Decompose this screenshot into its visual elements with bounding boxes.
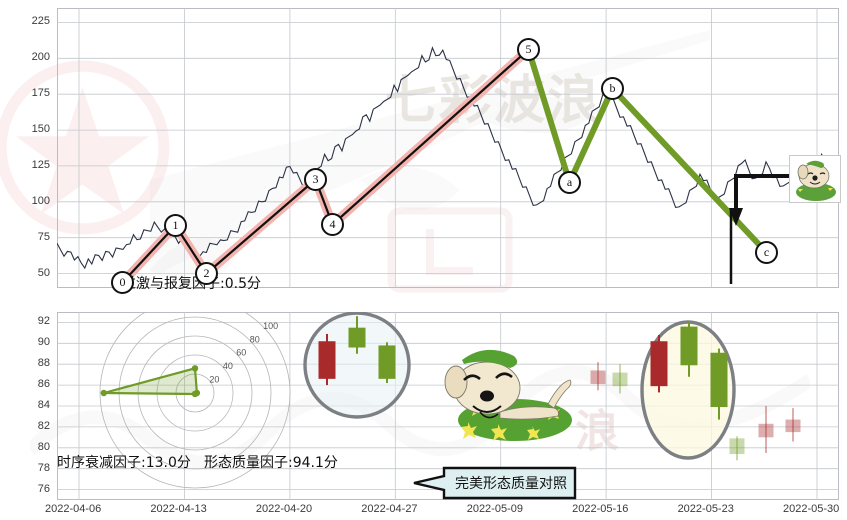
lower-factor-2-annotation: 形态质量因子:94.1分 [204,455,338,471]
lower-y-tick: 84 [37,399,50,411]
x-tick: 2022-04-06 [45,503,102,515]
wave-label-5: 5 [517,38,540,61]
lower-y-tick: 82 [37,419,50,432]
upper-factor-annotation: 过激与报复因子:0.5分 [122,276,261,292]
sleeping-dog-icon [796,160,836,201]
sleeping-dog-icon [444,349,572,441]
x-tick: 2022-05-16 [572,503,629,515]
wave-label-0: 0 [111,271,134,294]
x-tick: 2022-04-20 [255,503,313,515]
wave-label-a: a [558,171,581,194]
lower-y-tick: 78 [37,461,50,474]
upper-plot-svg [57,8,839,288]
lower-y-tick: 86 [37,378,50,391]
upper-y-tick: 75 [37,230,50,243]
radar-r-tick: 80 [250,334,260,344]
x-tick: 2022-05-09 [466,503,523,515]
callout-label: 完美形态质量对照 [455,476,567,492]
radar-r-tick: 20 [209,375,219,385]
lower-y-tick: 90 [37,336,50,349]
wave-label-4: 4 [321,213,344,236]
callout-arrow-shape [413,466,577,500]
x-tick: 2022-04-13 [150,503,207,515]
wave-label-b: b [601,77,624,100]
lower-y-tick: 88 [37,357,50,370]
upper-y-tick: 100 [31,194,50,207]
upper-plot-frame [57,8,839,288]
lower-detail-chart: 20 40 60 80 100 [57,312,839,500]
wave-label-c: c [755,241,778,264]
x-tick: 2022-05-23 [677,503,734,515]
wave-label-1: 1 [164,214,187,237]
x-tick: 2022-05-30 [783,503,840,515]
lower-y-tick: 76 [37,482,50,495]
upper-y-tick: 50 [37,266,50,279]
radar-r-tick: 60 [236,348,246,358]
lower-y-tick: 80 [37,440,50,453]
radar-r-tick: 100 [263,321,278,331]
upper-y-tick: 125 [31,158,50,171]
wave-label-3: 3 [304,168,327,191]
upper-y-tick: 200 [31,51,50,64]
callout-perfect-pattern[interactable]: 完美形态质量对照 [411,466,577,500]
big-dog-sticker [440,340,585,445]
radar-r-tick: 40 [223,361,233,371]
upper-y-tick: 150 [31,123,50,136]
wave-label-2: 2 [195,262,218,285]
upper-price-chart [57,8,839,288]
lower-factor-1-annotation: 时序衰减因子:13.0分 [57,455,191,471]
lower-y-tick: 92 [37,315,50,328]
upper-y-tick: 225 [31,15,50,28]
upper-y-tick: 175 [31,87,50,100]
x-tick: 2022-04-27 [361,503,418,515]
small-dog-sticker-box [789,155,841,203]
